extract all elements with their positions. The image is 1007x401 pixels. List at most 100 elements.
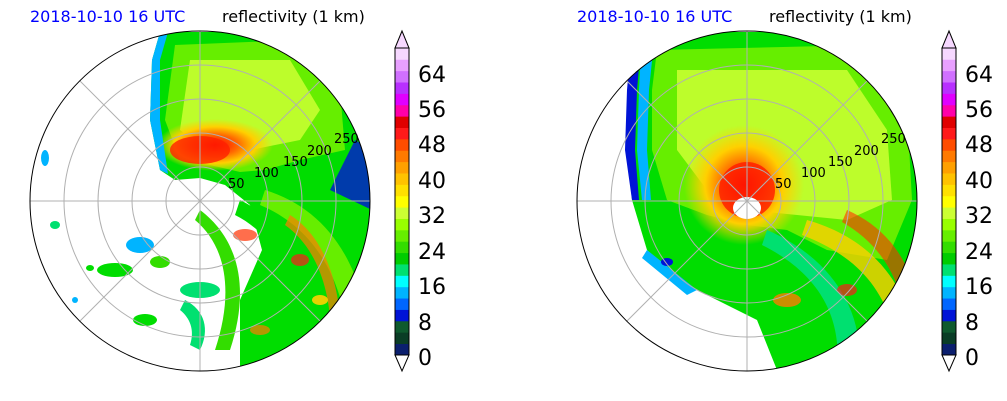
colorbar-tick-label: 24	[965, 240, 993, 265]
ring-label-200: 200	[307, 144, 332, 159]
colorbar-cell	[395, 264, 409, 276]
colorbar-tick-label: 32	[965, 204, 993, 229]
chart-title-variable: reflectivity (1 km)	[222, 7, 365, 26]
radar-plot-right: 50 100 150 200 250 0 8 16 24 32 40 48 56…	[576, 29, 993, 373]
colorbar-cell	[942, 116, 956, 128]
reflectivity-field-left	[41, 32, 370, 370]
colorbar-cell	[942, 264, 956, 276]
colorbar-cell	[942, 150, 956, 163]
colorbar-cell	[942, 275, 956, 288]
colorbar-tick-label: 64	[418, 63, 446, 88]
colorbar-extend-min-right	[941, 354, 957, 373]
colorbar-cell	[395, 229, 409, 242]
colorbar-cell	[395, 48, 409, 60]
radar-plot-left: 50 100 150 200 250 0 8 16 24 32 40 48 56…	[29, 29, 446, 373]
colorbar-tick-label: 16	[965, 275, 993, 300]
colorbar-cell	[395, 70, 409, 83]
ring-label-150: 150	[828, 155, 853, 170]
colorbar-extend-min-left	[394, 354, 410, 373]
colorbar-cell	[395, 173, 409, 185]
colorbar-cell	[942, 252, 956, 265]
colorbar-cell	[395, 104, 409, 117]
chart-title-date: 2018-10-10 16 UTC	[30, 7, 186, 26]
colorbar-cell	[942, 241, 956, 254]
colorbar-cell	[942, 286, 956, 299]
colorbar-cell	[942, 127, 956, 140]
colorbar-cell	[395, 195, 409, 208]
colorbar-cell	[942, 218, 956, 231]
colorbar-cell	[395, 93, 409, 106]
colorbar-cell	[395, 161, 409, 174]
chart-title-date: 2018-10-10 16 UTC	[577, 7, 733, 26]
colorbar-cell	[942, 82, 956, 94]
colorbar-cell	[395, 150, 409, 163]
colorbar-tick-label: 0	[965, 346, 979, 371]
colorbar-tick-label: 16	[418, 275, 446, 300]
colorbar-tick-label: 40	[965, 169, 993, 194]
colorbar-cell	[942, 320, 956, 333]
colorbar-cell	[395, 343, 409, 356]
colorbar-cell	[942, 104, 956, 117]
colorbar-cell	[395, 59, 409, 72]
colorbar-cell	[942, 207, 956, 219]
polar-grid-left	[30, 31, 370, 371]
colorbar-extend-max-right	[941, 29, 957, 49]
colorbar-cell	[395, 252, 409, 265]
colorbar-cell	[395, 218, 409, 231]
colorbar-tick-label: 0	[418, 346, 432, 371]
colorbar-cell	[395, 298, 409, 310]
plot-boundary-left	[29, 30, 371, 372]
colorbar-tick-label: 48	[965, 133, 993, 158]
colorbar-cell	[942, 70, 956, 83]
ring-label-250: 250	[334, 132, 359, 147]
colorbar-tick-label: 24	[418, 240, 446, 265]
colorbar-cell	[395, 309, 409, 322]
chart-panel-right: 2018-10-10 16 UTC reflectivity (1 km)	[547, 0, 1007, 401]
colorbar-cell	[395, 320, 409, 333]
colorbar-cell	[395, 116, 409, 128]
colorbar-cell	[942, 138, 956, 151]
ring-label-100: 100	[254, 166, 279, 181]
colorbar-tick-label: 48	[418, 133, 446, 158]
colorbar-cell	[942, 195, 956, 208]
colorbar-cell	[395, 332, 409, 345]
colorbar-cell	[942, 93, 956, 106]
colorbar-cell	[942, 298, 956, 310]
chart-panel-left: 2018-10-10 16 UTC reflectivity (1 km)	[29, 7, 446, 373]
colorbar-cell	[942, 184, 956, 197]
colorbar-cell	[395, 127, 409, 140]
colorbar-tick-label: 56	[965, 98, 993, 123]
colorbar-tick-label: 40	[418, 169, 446, 194]
colorbar-cell	[942, 309, 956, 322]
colorbar-right: 0 8 16 24 32 40 48 56 64	[941, 29, 993, 373]
colorbar-cell	[942, 173, 956, 185]
colorbar-cell	[395, 184, 409, 197]
ring-label-50: 50	[775, 177, 792, 192]
colorbar-extend-max-left	[394, 29, 410, 49]
polar-grid-right	[577, 31, 917, 371]
ring-label-250: 250	[881, 132, 906, 147]
colorbar-cell	[395, 82, 409, 94]
colorbar-tick-label: 32	[418, 204, 446, 229]
colorbar-cell	[395, 241, 409, 254]
ring-label-150: 150	[283, 155, 308, 170]
colorbar-cell	[395, 207, 409, 219]
ring-label-50: 50	[228, 177, 245, 192]
ring-label-100: 100	[801, 166, 826, 181]
colorbar-cell	[942, 229, 956, 242]
colorbar-tick-label: 8	[965, 311, 979, 336]
colorbar-cell	[395, 286, 409, 299]
ring-label-200: 200	[854, 144, 879, 159]
colorbar-cell	[942, 48, 956, 60]
colorbar-cell	[942, 59, 956, 72]
colorbar-cell	[395, 138, 409, 151]
colorbar-cell	[395, 275, 409, 288]
colorbar-cells-left	[395, 48, 409, 356]
colorbar-left: 0 8 16 24 32 40 48 56 64	[394, 29, 446, 373]
colorbar-tick-label: 64	[965, 63, 993, 88]
colorbar-cell	[942, 161, 956, 174]
chart-title-variable: reflectivity (1 km)	[769, 7, 912, 26]
colorbar-tick-label: 8	[418, 311, 432, 336]
colorbar-cell	[942, 343, 956, 356]
colorbar-tick-label: 56	[418, 98, 446, 123]
